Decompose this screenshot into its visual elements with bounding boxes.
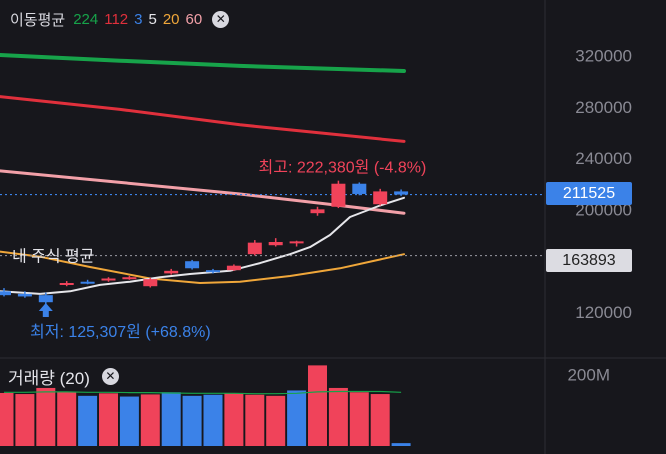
y-tick-label: 240000: [575, 149, 632, 168]
candle-body: [0, 291, 11, 296]
y-tick-label: 200000: [575, 200, 632, 219]
candle: [101, 277, 116, 282]
average-price-tag: 163893: [546, 249, 632, 272]
ma-5-label: 5: [148, 10, 157, 28]
volume-bar: [349, 392, 369, 446]
candle-body: [143, 279, 158, 287]
candle: [38, 292, 53, 306]
candle-body: [38, 295, 53, 303]
volume-bar: [57, 392, 77, 446]
volume-title: 거래량 (20): [8, 368, 90, 388]
volume-bar: [140, 394, 160, 446]
close-volume-icon[interactable]: ✕: [101, 367, 119, 385]
candle-body: [289, 241, 304, 244]
ma-5-line: [0, 196, 405, 295]
candle-body: [185, 261, 200, 269]
average-price-label: 내 주식 평균: [12, 248, 95, 266]
candle: [17, 291, 32, 298]
min-price-annotation: 최저: 125,307원 (+68.8%): [30, 323, 211, 341]
ma-60-label: 60: [185, 10, 203, 28]
volume-bar: [224, 392, 244, 446]
low-marker-icon: [38, 303, 53, 318]
volume-bar: [78, 395, 98, 446]
volume-bar: [203, 394, 223, 446]
candle-body: [331, 183, 346, 207]
candle: [59, 281, 74, 287]
volume-bar: [99, 393, 118, 446]
y-tick-label: 120000: [575, 303, 632, 322]
ma-224-line: [0, 53, 406, 73]
ma-20-label: 20: [162, 10, 180, 28]
volume-bar: [287, 390, 307, 446]
volume-bar: [370, 394, 390, 446]
volume-ma-line: [4, 390, 402, 395]
candle-body: [101, 278, 116, 281]
candle-body: [310, 209, 325, 214]
candle-body: [122, 277, 137, 280]
candle: [331, 180, 346, 209]
candle-body: [394, 191, 409, 195]
volume-bar: [391, 443, 411, 446]
volume-bar: [36, 387, 56, 446]
candle: [206, 268, 220, 274]
volume-legend: 거래량 (20) ✕: [8, 365, 119, 388]
candle-body: [59, 282, 74, 285]
ma-112-label: 112: [104, 10, 129, 28]
volume-bar: [119, 396, 139, 446]
candle: [80, 279, 95, 285]
volume-bar: [308, 365, 327, 446]
volume-tick-label: 200M: [567, 365, 610, 384]
candle: [394, 189, 409, 196]
candle-body: [206, 270, 220, 273]
candle: [122, 275, 137, 280]
volume-bar: [266, 395, 286, 446]
moving-average-legend: 이동평균 224 112 3 5 20 60 ✕: [10, 8, 230, 30]
candle: [143, 277, 158, 288]
volume-bar: [245, 394, 265, 446]
y-tick-label: 280000: [575, 98, 632, 117]
y-tick-label: 320000: [575, 47, 632, 66]
moving-average-title: 이동평균: [10, 11, 66, 29]
candle-body: [164, 270, 179, 274]
candle: [0, 288, 11, 297]
close-ma-icon[interactable]: ✕: [212, 10, 230, 28]
candle-body: [247, 242, 262, 255]
ma-112-line: [0, 95, 406, 143]
candle: [289, 240, 304, 247]
ma-20-line: [0, 250, 405, 284]
candle-body: [226, 265, 241, 271]
candle: [373, 188, 388, 206]
candle: [226, 264, 241, 271]
candle-body: [17, 293, 32, 297]
candle: [268, 238, 283, 247]
candle-body: [352, 183, 367, 194]
current-price-tag: 211525: [546, 182, 632, 205]
candle: [164, 268, 179, 275]
volume-bar: [328, 387, 348, 446]
volume-bar: [15, 394, 35, 446]
candle: [185, 259, 200, 270]
max-price-annotation: 최고: 222,380원 (-4.8%): [259, 159, 427, 177]
candle-body: [80, 281, 95, 284]
candle: [310, 206, 325, 216]
candle-body: [268, 242, 283, 246]
candle-body: [373, 191, 388, 205]
ma-224-label: 224: [73, 10, 99, 28]
volume-bar: [0, 392, 14, 446]
volume-bar: [182, 395, 202, 446]
volume-bar: [161, 392, 181, 446]
ma-3-label: 3: [134, 10, 143, 28]
candle: [247, 240, 262, 256]
candle: [352, 182, 367, 196]
